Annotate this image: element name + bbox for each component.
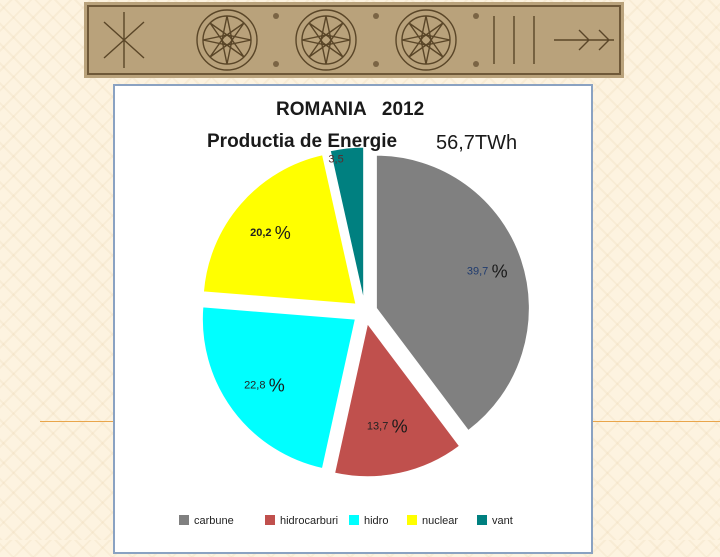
percent-sign-hidrocarburi: % xyxy=(392,416,408,436)
slice-label-carbune: 39,7 xyxy=(467,265,488,277)
pie-slice-hidro xyxy=(201,306,356,470)
chart-frame: ROMANIA 2012 Productia de Energie 56,7TW… xyxy=(113,84,593,554)
carved-wood-banner xyxy=(84,2,624,78)
percent-sign-nuclear: % xyxy=(275,223,291,243)
pie-slice-hidrocarburi xyxy=(334,322,461,478)
legend-swatch-carbune xyxy=(179,515,189,525)
legend-label-hidrocarburi: hidrocarburi xyxy=(280,515,338,527)
percent-sign-carbune: % xyxy=(492,261,508,281)
pie-slice-carbune xyxy=(375,154,530,432)
legend-swatch-hidro xyxy=(349,515,359,525)
slice-label-vant: 3,5 xyxy=(328,154,343,166)
pie-slice-vant xyxy=(329,146,365,301)
pie-chart: ROMANIA 2012 Productia de Energie 56,7TW… xyxy=(179,99,530,527)
legend-swatch-nuclear xyxy=(407,515,417,525)
legend-label-hidro: hidro xyxy=(364,515,388,527)
chart-subtitle-total: 56,7TWh xyxy=(436,132,517,154)
slice-label-hidrocarburi: 13,7 xyxy=(367,420,388,432)
legend-swatch-vant xyxy=(477,515,487,525)
pie-slice-nuclear xyxy=(202,154,357,305)
legend-label-nuclear: nuclear xyxy=(422,515,458,527)
slice-label-hidro: 22,8 xyxy=(244,380,265,392)
legend-label-vant: vant xyxy=(492,515,513,527)
legend-swatch-hidrocarburi xyxy=(265,515,275,525)
percent-sign-hidro: % xyxy=(269,376,285,396)
slice-label-nuclear: 20,2 xyxy=(250,227,271,239)
chart-subtitle-label: Productia de Energie xyxy=(207,131,397,152)
legend-label-carbune: carbune xyxy=(194,515,234,527)
chart-title: ROMANIA 2012 xyxy=(276,99,424,120)
